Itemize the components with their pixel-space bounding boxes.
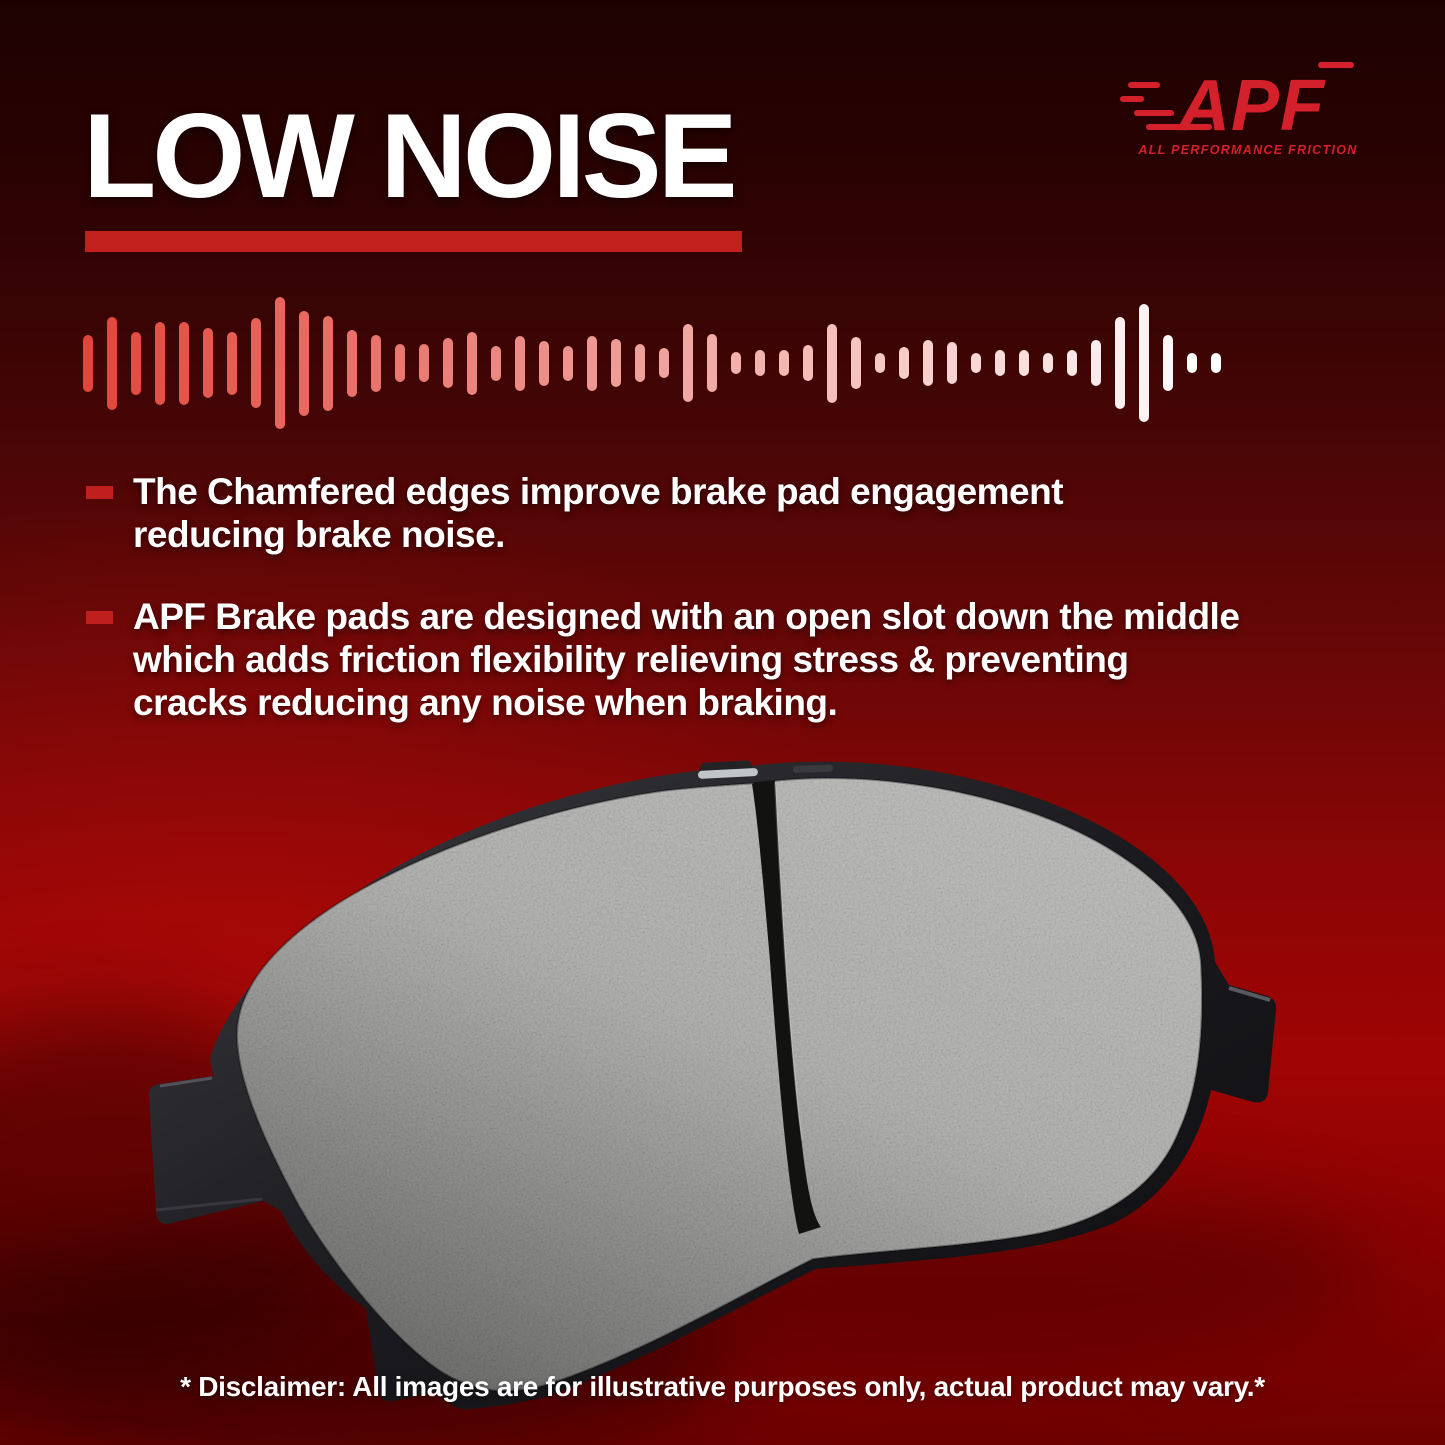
apf-logo: APF ALL PERFORMANCE FRICTION: [1120, 62, 1357, 157]
logo-speed-line: [1120, 96, 1144, 102]
soundwave-bar: [899, 347, 909, 379]
shim-clip: [697, 760, 833, 779]
soundwave-bar: [323, 315, 333, 411]
soundwave-bar: [179, 321, 189, 405]
soundwave-bar: [851, 337, 861, 389]
bullet-marker: [86, 486, 113, 499]
logo-tagline: ALL PERFORMANCE FRICTION: [1137, 143, 1357, 157]
disclaimer-text: * Disclaimer: All images are for illustr…: [180, 1371, 1265, 1402]
soundwave-bar: [683, 324, 693, 402]
soundwave-bar: [635, 344, 645, 382]
logo-speed-line: [1128, 82, 1160, 88]
soundwave-bar: [827, 323, 837, 403]
soundwave-bar: [1139, 304, 1149, 422]
soundwave-bar: [299, 310, 309, 416]
soundwave-bar: [1091, 340, 1101, 386]
soundwave-bar: [347, 329, 357, 397]
soundwave-bar: [563, 345, 573, 381]
soundwave-bar: [755, 350, 765, 376]
soundwave-bar: [515, 335, 525, 391]
bullet-item: APF Brake pads are designed with an open…: [86, 596, 1240, 725]
soundwave-bar: [443, 338, 453, 388]
soundwave-bar: [155, 321, 165, 405]
bullet-item: The Chamfered edges improve brake pad en…: [86, 471, 1064, 557]
soundwave-bar: [1067, 350, 1077, 376]
soundwave-bar: [1211, 353, 1221, 373]
page-title: LOW NOISE: [83, 89, 738, 223]
soundwave-bar: [587, 335, 597, 391]
soundwave-bar: [395, 344, 405, 382]
soundwave-bar: [971, 353, 981, 373]
logo-speed-line: [1318, 62, 1354, 68]
soundwave-bar: [83, 334, 93, 392]
soundwave-bar: [107, 316, 117, 410]
soundwave-bar: [1163, 335, 1173, 391]
soundwave-bar: [923, 340, 933, 386]
soundwave-bar: [1187, 353, 1197, 373]
soundwave-bar: [707, 334, 717, 392]
soundwave-bar: [491, 345, 501, 381]
logo-brand-text: APF: [1176, 66, 1326, 146]
logo-speed-line: [1134, 110, 1174, 116]
soundwave-bar: [659, 348, 669, 378]
soundwave-bar: [1115, 317, 1125, 409]
soundwave-bar: [539, 340, 549, 386]
bullet-marker: [86, 611, 113, 624]
soundwave-bar: [227, 331, 237, 395]
center-slot: [752, 780, 821, 1234]
soundwave-bar: [203, 328, 213, 398]
soundwave-bar: [371, 334, 381, 392]
soundwave-bar: [779, 350, 789, 376]
bullet-text: The Chamfered edges improve brake pad en…: [133, 471, 1064, 555]
soundwave-bar: [419, 344, 429, 382]
soundwave-bar: [875, 353, 885, 373]
soundwave-bar: [467, 331, 477, 395]
soundwave-bar: [275, 297, 285, 429]
soundwave-bar: [947, 342, 957, 384]
soundwave-bar: [131, 331, 141, 395]
soundwave: [83, 293, 1243, 433]
soundwave-bar: [995, 350, 1005, 376]
title-underline: [85, 231, 742, 252]
logo-speed-line: [1146, 124, 1212, 130]
soundwave-bar: [1019, 350, 1029, 376]
soundwave-bar: [611, 339, 621, 387]
soundwave-bar: [731, 352, 741, 374]
soundwave-bar: [251, 318, 261, 408]
soundwave-bar: [803, 345, 813, 381]
soundwave-bar: [1043, 353, 1053, 373]
bullet-text: APF Brake pads are designed with an open…: [133, 596, 1240, 723]
